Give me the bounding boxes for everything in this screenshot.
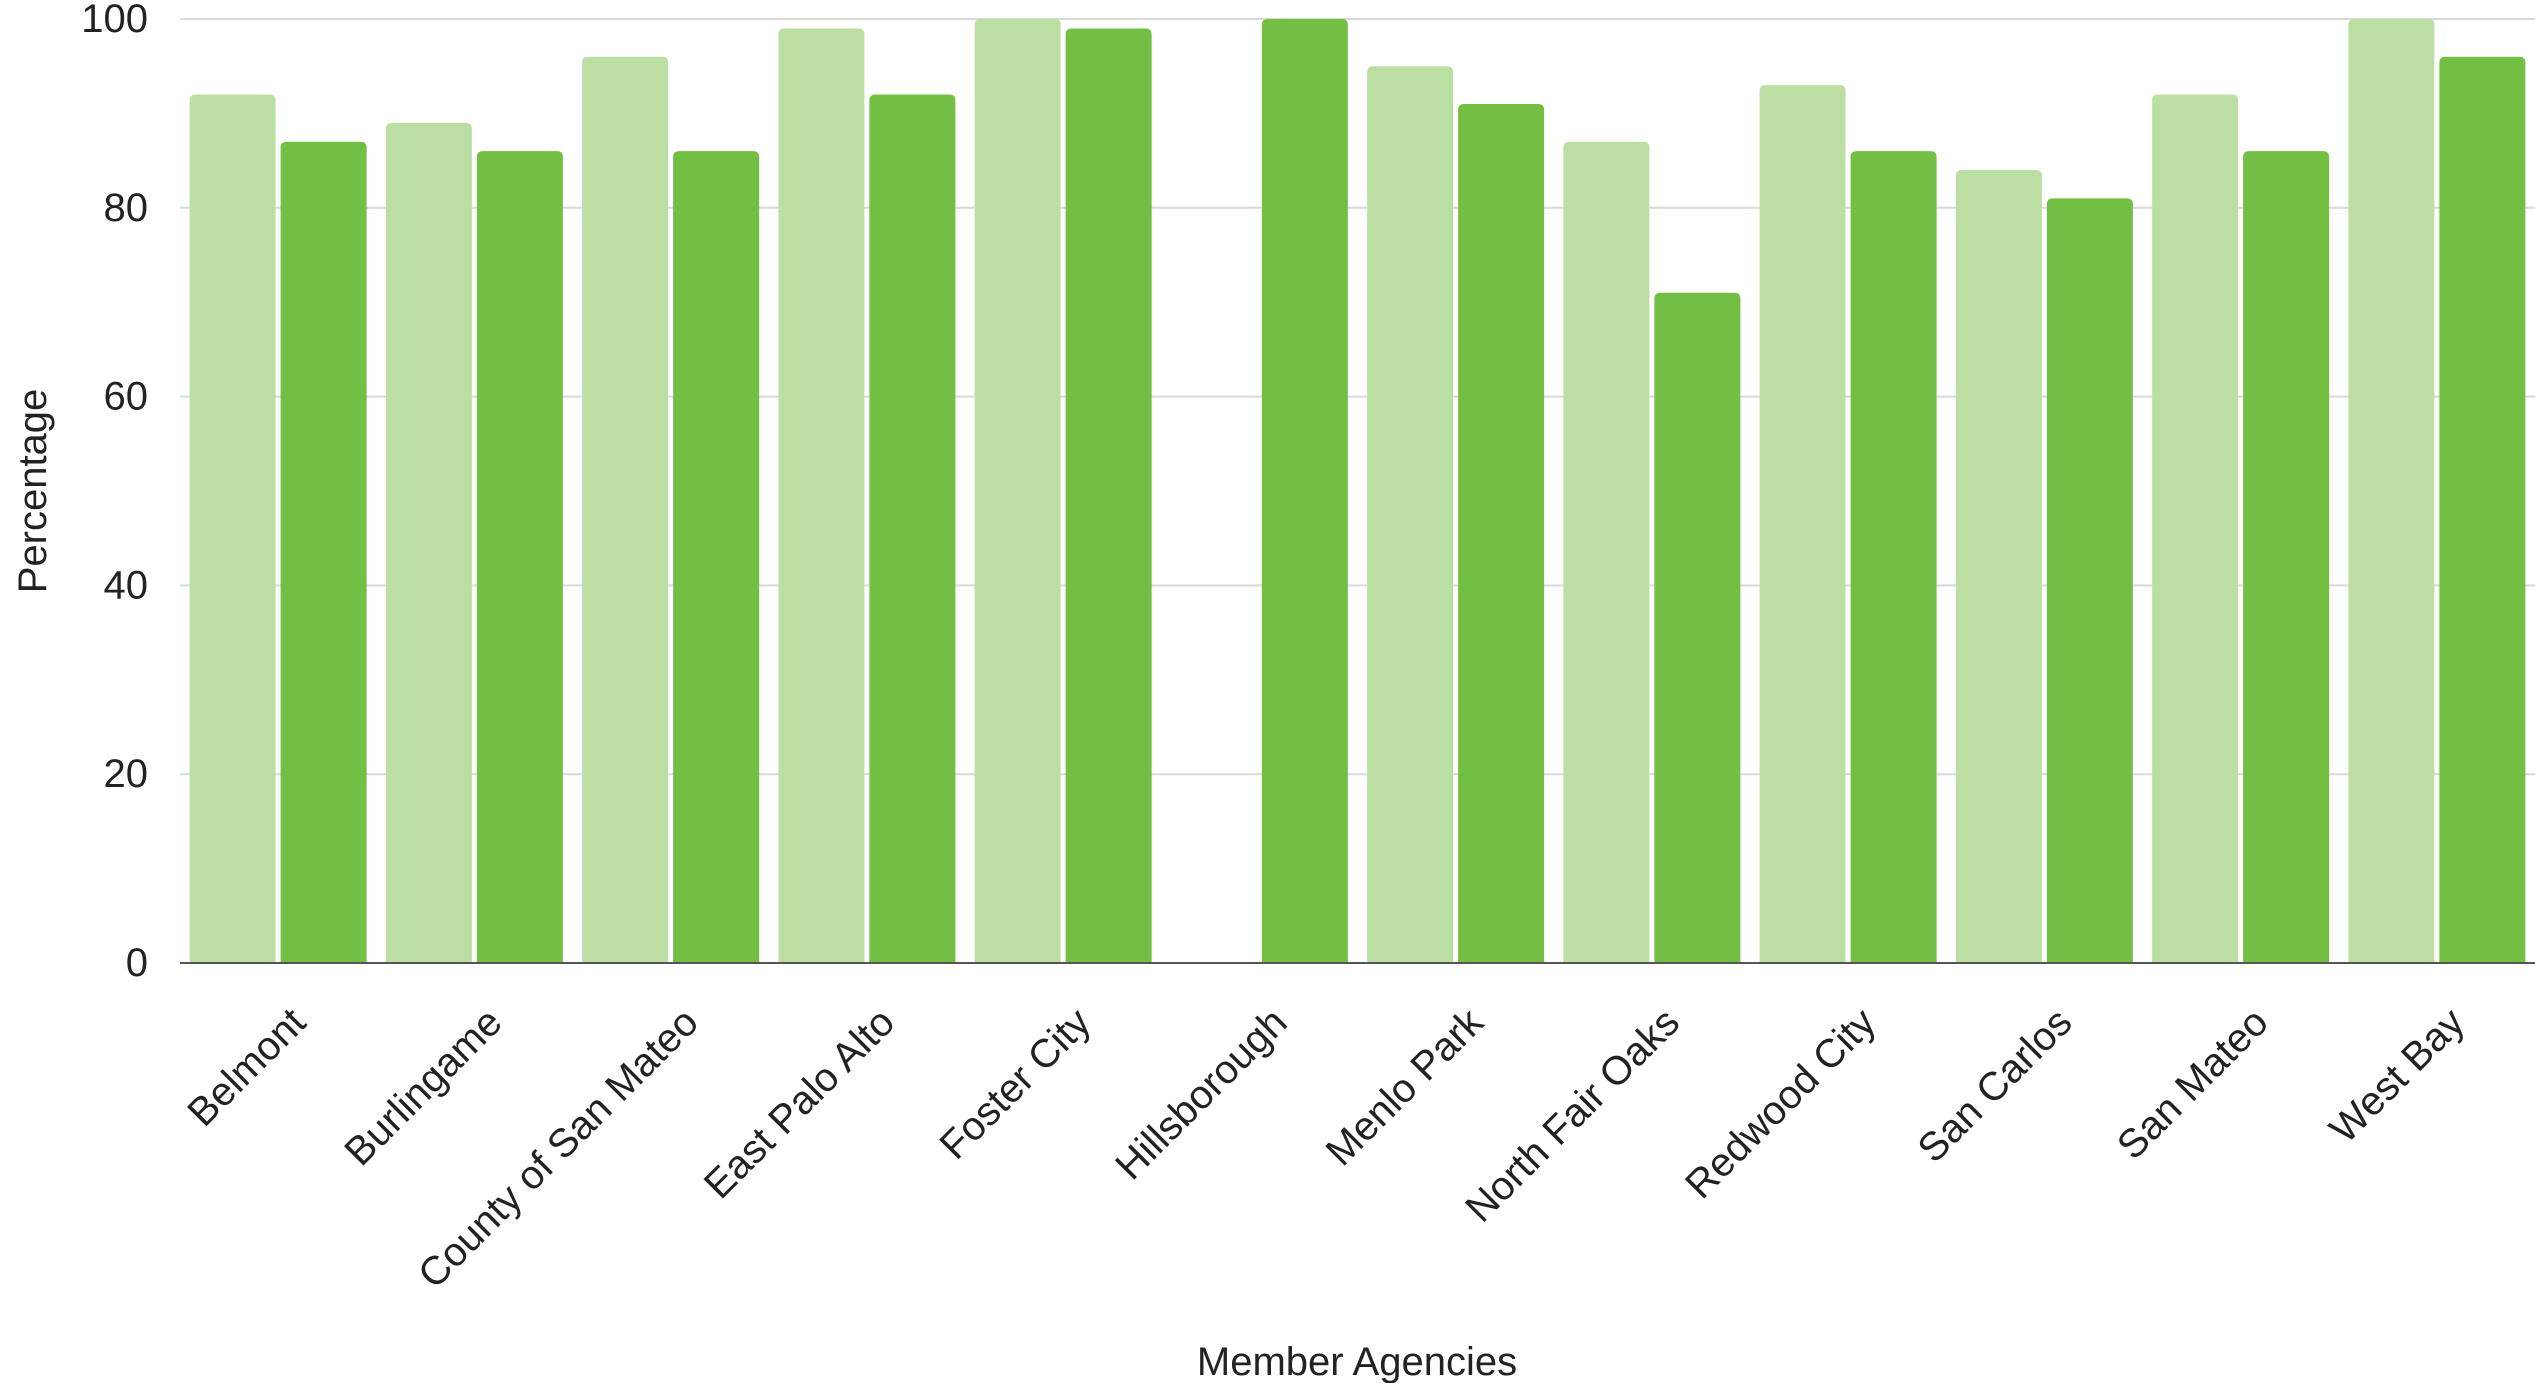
bar [1563, 141, 1650, 964]
y-tick-label: 40 [104, 563, 149, 607]
x-tick-label: West Bay [2321, 1000, 2473, 1152]
bar [582, 56, 669, 963]
y-tick-label: 80 [104, 186, 149, 230]
y-axis-ticks: 0 20 40 60 80 100 [81, 0, 148, 985]
x-tick-label: San Mateo [2109, 1000, 2277, 1168]
y-tick-label: 20 [104, 752, 149, 796]
bar [869, 94, 956, 963]
bar [2046, 198, 2133, 964]
y-tick-label: 0 [126, 941, 148, 985]
bar [2439, 56, 2526, 963]
bar [2152, 94, 2239, 963]
bar [385, 122, 472, 964]
bar [974, 19, 1061, 963]
x-tick-label: Menlo Park [1318, 999, 1493, 1174]
bar [1654, 292, 1741, 963]
x-tick-label: Redwood City [1677, 1000, 1884, 1207]
x-tick-label: Hillsborough [1107, 1000, 1295, 1188]
bar [2243, 151, 2330, 963]
gridlines [180, 18, 2535, 776]
bar [1955, 170, 2042, 964]
x-tick-label: North Fair Oaks [1457, 1000, 1688, 1231]
y-axis-title: Percentage [11, 389, 55, 594]
x-tick-label: East Palo Alto [696, 1000, 903, 1207]
bar [2348, 19, 2435, 963]
x-tick-label: Burlingame [336, 1000, 510, 1174]
bar [1367, 66, 1454, 963]
bar [476, 151, 563, 963]
bar [1850, 151, 1937, 963]
bar [1065, 28, 1152, 963]
bars [189, 19, 2526, 964]
bar [1458, 103, 1545, 963]
bar [280, 141, 367, 964]
y-tick-label: 100 [81, 0, 148, 41]
x-axis-title: Member Agencies [1197, 1340, 1517, 1383]
bar [1261, 19, 1348, 963]
bar [1759, 85, 1846, 963]
bar [778, 28, 865, 963]
bar [189, 94, 276, 963]
x-tick-label: San Carlos [1910, 1000, 2081, 1171]
y-tick-label: 60 [104, 375, 149, 419]
bar [673, 151, 760, 963]
x-tick-label: Belmont [179, 1000, 314, 1135]
x-tick-label: Foster City [931, 1000, 1099, 1168]
